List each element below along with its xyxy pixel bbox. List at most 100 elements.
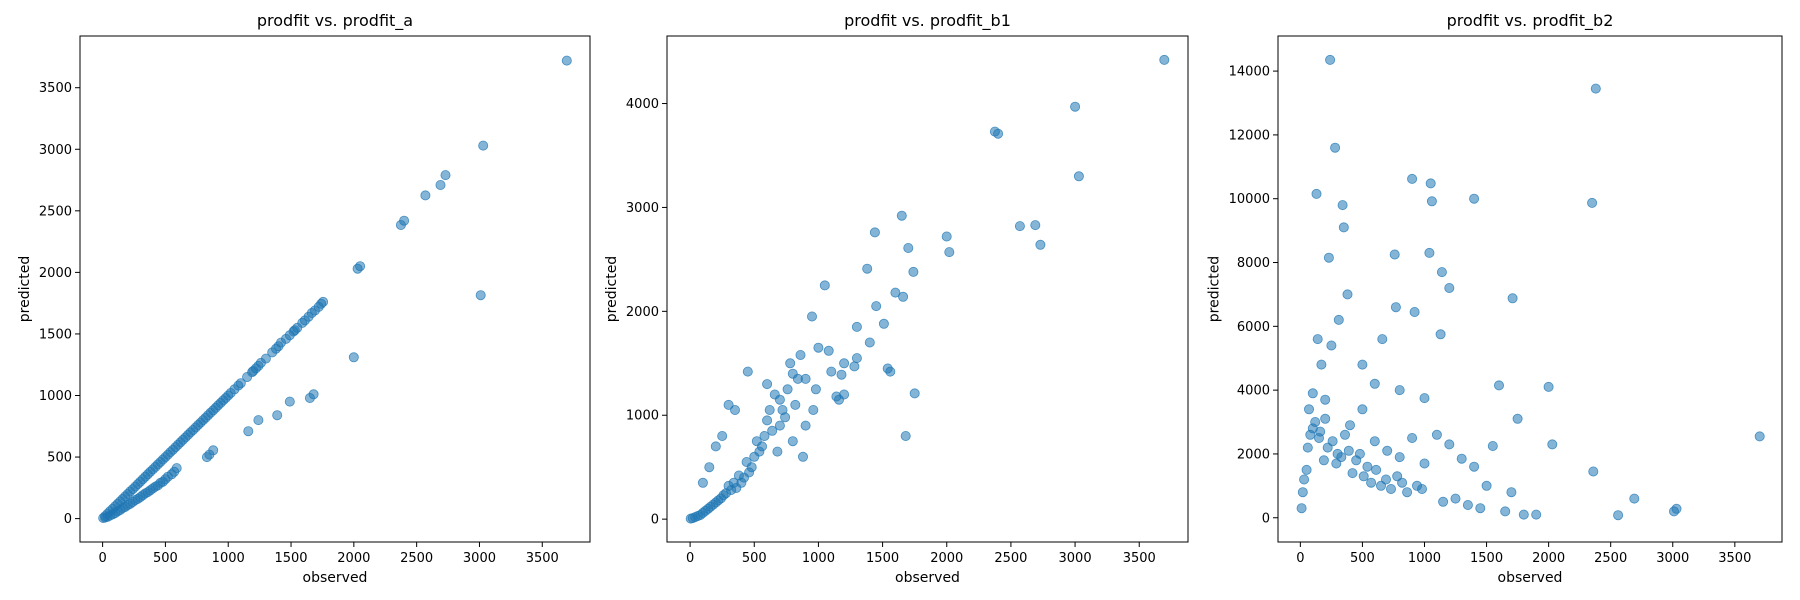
x-tick-label: 3500 <box>526 551 559 566</box>
data-point <box>1419 458 1430 469</box>
y-tick-label: 1000 <box>39 389 72 404</box>
data-point <box>1456 453 1467 464</box>
y-tick-label: 14000 <box>1229 65 1270 80</box>
y-tick-label: 2000 <box>1237 447 1270 462</box>
data-point <box>1754 431 1765 442</box>
data-point <box>1302 442 1313 453</box>
scatter-panel-2: 0 500 1000 1500 2000 2500 3000 3500 0 1000 2000 300… <box>604 11 1189 586</box>
data-point <box>1369 378 1380 389</box>
data-point <box>1357 359 1368 370</box>
x-tick-label: 500 <box>153 551 178 566</box>
data-point <box>1531 509 1542 520</box>
y-tick-label: 3000 <box>39 143 72 158</box>
y-tick-label: 2000 <box>39 266 72 281</box>
data-point <box>284 396 295 407</box>
data-point <box>1073 171 1084 182</box>
data-point <box>1588 466 1599 477</box>
data-point <box>1305 429 1316 440</box>
data-point <box>1366 477 1377 488</box>
y-tick-label: 10000 <box>1229 192 1270 207</box>
data-point <box>944 247 955 258</box>
y-tick-label: 8000 <box>1237 256 1270 271</box>
data-point <box>787 368 798 379</box>
data-point <box>440 170 451 181</box>
y-axis-label: predicted <box>17 256 33 322</box>
y-tick-label: 0 <box>1262 511 1270 526</box>
x-tick-label: 0 <box>1296 551 1304 566</box>
data-point <box>100 512 111 523</box>
data-point <box>851 353 862 364</box>
x-tick-label: 2000 <box>930 551 963 566</box>
data-point <box>1340 429 1351 440</box>
y-tick-label: 4000 <box>1237 384 1270 399</box>
data-point <box>1394 452 1405 463</box>
data-point <box>348 352 359 363</box>
data-point <box>1343 445 1354 456</box>
data-point <box>742 366 753 377</box>
data-point <box>819 280 830 291</box>
x-axis-label: observed <box>303 570 368 586</box>
data-point <box>774 394 785 405</box>
data-point <box>898 291 909 302</box>
data-point <box>762 415 773 426</box>
data-point <box>785 358 796 369</box>
data-point <box>1326 340 1337 351</box>
data-point <box>826 366 837 377</box>
data-point <box>201 452 212 463</box>
data-point <box>1296 503 1307 514</box>
data-point <box>420 190 431 201</box>
data-point <box>862 263 873 274</box>
data-point <box>1409 306 1420 317</box>
y-tick-label: 2500 <box>39 204 72 219</box>
data-point <box>1307 388 1318 399</box>
data-point <box>1475 503 1486 514</box>
data-point <box>475 290 486 301</box>
data-point <box>882 363 893 374</box>
data-point <box>304 392 315 403</box>
axes-frame <box>79 35 591 543</box>
data-point <box>1070 101 1081 112</box>
data-points <box>685 54 1170 524</box>
data-point <box>909 388 920 399</box>
x-tick-label: 1000 <box>802 551 835 566</box>
y-tick-label: 500 <box>47 451 72 466</box>
x-axis-label: observed <box>895 570 960 586</box>
data-point <box>435 179 446 190</box>
data-point <box>1386 483 1397 494</box>
data-point <box>1547 439 1558 450</box>
data-point <box>869 227 880 238</box>
x-tick-label: 1500 <box>866 551 899 566</box>
data-point <box>1494 380 1505 391</box>
data-point <box>751 436 762 447</box>
chart-title: prodfit vs. prodfit_b2 <box>1447 11 1614 31</box>
data-point <box>1369 436 1380 447</box>
y-axis-label: predicted <box>604 256 620 322</box>
data-point <box>395 219 406 230</box>
data-point <box>1362 461 1373 472</box>
y-tick-label: 1500 <box>39 327 72 342</box>
data-point <box>749 451 760 462</box>
data-point <box>685 513 696 524</box>
x-tick-label: 1000 <box>1408 551 1441 566</box>
data-point <box>1506 487 1517 498</box>
data-point <box>1394 385 1405 396</box>
data-point <box>1436 267 1447 278</box>
y-tick-label: 12000 <box>1229 128 1270 143</box>
data-point <box>1518 509 1529 520</box>
data-point <box>772 446 783 457</box>
data-point <box>1354 448 1365 459</box>
x-tick-label: 2000 <box>1532 551 1565 566</box>
data-point <box>1543 381 1554 392</box>
data-point <box>741 456 752 467</box>
y-axis-label: predicted <box>1207 256 1223 322</box>
data-point <box>1333 314 1344 325</box>
data-point <box>808 404 819 415</box>
data-point <box>1444 439 1455 450</box>
data-point <box>1487 440 1498 451</box>
data-point <box>1419 393 1430 404</box>
data-point <box>1337 200 1348 211</box>
data-point <box>795 349 806 360</box>
y-tick-label: 4000 <box>626 97 659 112</box>
data-point <box>1315 426 1326 437</box>
